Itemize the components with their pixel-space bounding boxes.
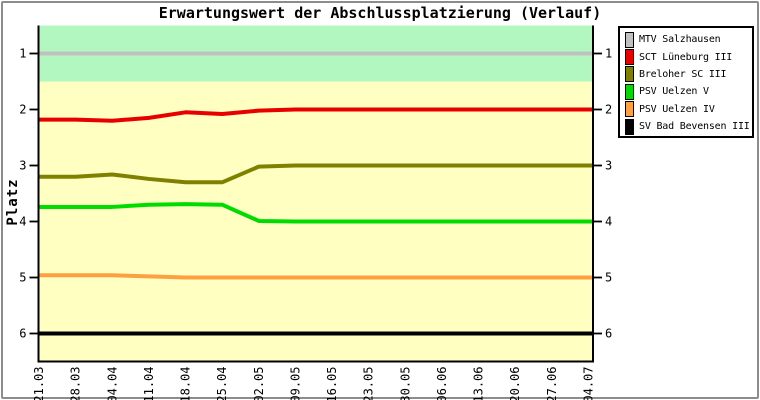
legend-label: MTV Salzhausen [639, 34, 721, 46]
x-tick-label: 18.04 [179, 367, 193, 400]
legend-swatch-icon [625, 49, 634, 66]
legend-label: PSV Uelzen V [639, 86, 709, 98]
legend-item-mtv-salzhausen: MTV Salzhausen [625, 31, 752, 48]
legend-item-psv-uelzen-v: PSV Uelzen V [625, 83, 752, 100]
chart-title: Erwartungswert der Abschlussplatzierung … [158, 4, 602, 22]
legend-label: SV Bad Bevensen III [639, 121, 750, 133]
series-line-breloher-sc-iii [37, 163, 593, 185]
x-tick-label: 30.05 [398, 367, 412, 400]
legend-label: SCT Lüneburg III [639, 51, 733, 63]
y-tick-label-left: 1 [19, 47, 26, 61]
y-tick-label-left: 4 [19, 215, 26, 229]
series-line-psv-uelzen-v [37, 202, 593, 224]
y-tick-label-right: 4 [605, 215, 612, 229]
x-tick-label: 27.06 [545, 367, 559, 400]
x-tick-label: 02.05 [252, 367, 266, 400]
series-line-psv-uelzen-iv [37, 273, 593, 280]
y-tick-label-right: 3 [605, 159, 612, 173]
x-tick-label: 16.05 [325, 367, 339, 400]
y-tick-label-left: 2 [19, 103, 26, 117]
legend-swatch-icon [625, 118, 634, 135]
legend-label: PSV Uelzen IV [639, 103, 715, 115]
x-tick-label: 11.04 [142, 367, 156, 400]
y-tick-label-left: 5 [19, 271, 26, 285]
x-tick-label: 23.05 [362, 367, 376, 400]
y-tick-label-right: 1 [605, 47, 612, 61]
y-tick-label-right: 2 [605, 103, 612, 117]
y-tick-label-left: 6 [19, 327, 26, 341]
legend-swatch-icon [625, 31, 634, 48]
legend-box: MTV Salzhausen SCT Lüneburg III Breloher S… [618, 26, 754, 138]
legend-item-sv-bad-bevensen-iii: SV Bad Bevensen III [625, 118, 752, 135]
legend-item-psv-uelzen-iv: PSV Uelzen IV [625, 101, 752, 118]
x-tick-label: 09.05 [288, 367, 302, 400]
legend-label: Breloher SC III [639, 68, 727, 80]
x-tick-label: 20.06 [508, 367, 522, 400]
x-tick-label: 28.03 [69, 367, 83, 400]
legend-item-breloher-sc-iii: Breloher SC III [625, 66, 752, 83]
x-tick-label: 04.07 [582, 367, 596, 400]
legend-item-sct-l-neburg-iii: SCT Lüneburg III [625, 48, 752, 66]
x-tick-label: 13.06 [472, 366, 486, 400]
legend-swatch-icon [625, 66, 634, 83]
y-tick-label-left: 3 [19, 159, 26, 173]
legend-swatch-icon [625, 83, 634, 100]
y-tick-label-right: 5 [605, 271, 612, 285]
x-tick-label: 21.03 [32, 367, 46, 400]
x-tick-label: 25.04 [215, 367, 229, 400]
x-tick-label: 04.04 [105, 367, 119, 400]
series-line-sct-l-neburg-iii [37, 107, 593, 123]
x-tick-label: 06.06 [435, 367, 449, 400]
legend-swatch-icon [625, 101, 634, 118]
y-tick-label-right: 6 [605, 327, 612, 341]
